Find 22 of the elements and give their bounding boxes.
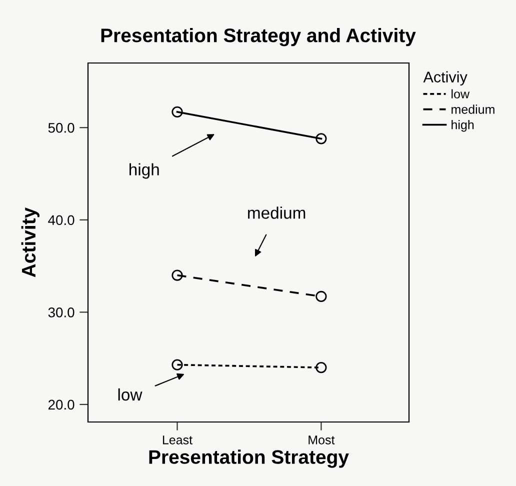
- point: [172, 270, 183, 281]
- y-tick-label: 30.0: [48, 308, 74, 318]
- x-tick-label: Most: [308, 436, 335, 444]
- y-tick-label: 40.0: [48, 215, 74, 226]
- point: [316, 133, 327, 144]
- legend-label: medium: [452, 104, 494, 114]
- x-axis-title: Presentation Strategy: [149, 450, 349, 468]
- y-tick-label: 50.0: [48, 122, 74, 133]
- annotation: medium: [248, 206, 306, 219]
- point: [316, 290, 327, 302]
- legend-label: high: [452, 120, 474, 132]
- legend-title: Activiy: [423, 71, 468, 86]
- chart-title: Presentation Strategy and Activity: [101, 28, 416, 46]
- y-tick-label: 20.0: [48, 400, 74, 410]
- y-axis-title: Activity: [21, 207, 40, 278]
- point: [316, 362, 327, 374]
- annotation: high: [130, 163, 159, 179]
- point: [172, 106, 183, 118]
- legend-label: low: [452, 89, 470, 98]
- point: [172, 359, 183, 370]
- annotation: low: [118, 388, 142, 401]
- x-tick-label: Least: [162, 436, 192, 444]
